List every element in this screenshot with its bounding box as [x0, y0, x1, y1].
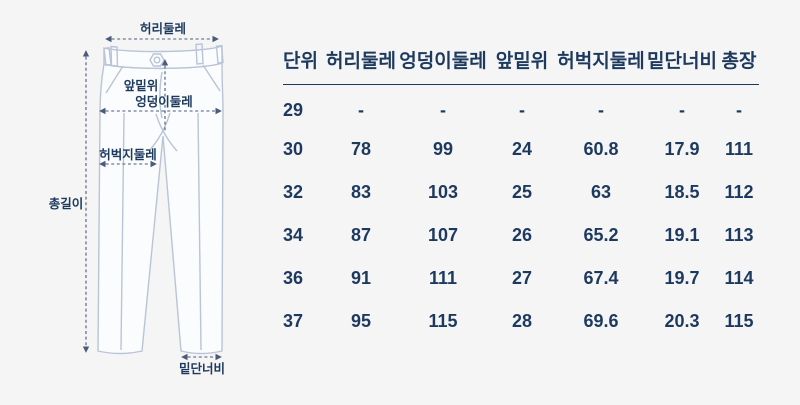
table-cell: 83 [350, 181, 372, 202]
table-cell: 24 [511, 138, 533, 159]
table-cell: 113 [724, 224, 754, 245]
size-table-header: 단위 허리둘레 엉덩이둘레 앞밑위 허벅지둘레 밑단너비 총장 [283, 50, 759, 85]
table-row: 30 78 99 24 60.8 17.9 111 [283, 128, 759, 171]
table-cell: 67.4 [583, 267, 619, 288]
belt-loop [215, 44, 224, 65]
table-cell: 69.6 [583, 310, 619, 331]
header-unit: 단위 [283, 50, 323, 85]
pants-measurement-diagram: 허리둘레 앞밑위 엉덩이둘레 허벅지둘레 총길이 밑단너비 [0, 0, 280, 400]
waist-label: 허리둘레 [140, 21, 186, 36]
pants-diagram-svg: 허리둘레 앞밑위 엉덩이둘레 허벅지둘레 총길이 밑단너비 [49, 21, 225, 376]
table-row: 34 87 107 26 65.2 19.1 113 [283, 214, 759, 257]
header-length: 총장 [719, 50, 759, 85]
table-row: 32 83 103 25 63 18.5 112 [283, 171, 759, 214]
header-hip: 엉덩이둘레 [399, 50, 487, 85]
table-row: 36 91 111 27 67.4 19.7 114 [283, 257, 759, 300]
belt-loop [110, 45, 119, 67]
table-cell: 36 [283, 267, 304, 288]
header-thigh: 허벅지둘레 [557, 50, 645, 85]
table-cell: 30 [283, 138, 304, 159]
table-cell: 107 [427, 224, 459, 245]
table-row: 29 - - - - - - [283, 85, 759, 128]
table-row: 37 95 115 28 69.6 20.3 115 [283, 300, 759, 343]
header-row: 단위 허리둘레 엉덩이둘레 앞밑위 허벅지둘레 밑단너비 총장 [283, 50, 759, 85]
table-cell: 26 [511, 224, 533, 245]
leg-crease-right [197, 112, 202, 351]
table-cell: - [736, 100, 742, 121]
thigh-label: 허벅지둘레 [99, 147, 157, 162]
table-cell: 103 [427, 181, 459, 202]
header-front-rise: 앞밑위 [487, 50, 557, 85]
table-cell: 99 [432, 138, 454, 159]
table-cell: 27 [511, 267, 533, 288]
table-cell: 115 [428, 310, 458, 331]
table-cell: 60.8 [583, 138, 619, 159]
table-cell: - [358, 100, 364, 121]
table-cell: 63 [590, 181, 612, 202]
table-cell: 111 [724, 138, 754, 159]
hem-label: 밑단너비 [179, 361, 225, 376]
table-cell: 91 [350, 267, 372, 288]
hip-label: 엉덩이둘레 [135, 94, 193, 109]
pocket-line-right [202, 64, 221, 92]
crotch-seam [155, 113, 178, 152]
front-rise-label: 앞밑위 [124, 78, 159, 93]
length-label: 총길이 [49, 196, 84, 211]
table-cell: 17.9 [664, 138, 700, 159]
table-cell: 115 [724, 310, 754, 331]
belt-loop [103, 46, 112, 67]
crotch-seam [148, 112, 171, 152]
leg-crease-left [120, 112, 125, 351]
table-cell: 34 [283, 224, 304, 245]
size-table-body: 29 - - - - - - 30 78 99 24 60.8 17.9 111… [283, 85, 759, 343]
fly-seam [159, 71, 163, 119]
table-cell: 87 [350, 224, 372, 245]
table-cell: - [679, 100, 685, 121]
table-cell: 32 [283, 181, 304, 202]
table-cell: 111 [428, 267, 458, 288]
table-cell: 19.1 [664, 224, 700, 245]
size-table-section: 단위 허리둘레 엉덩이둘레 앞밑위 허벅지둘레 밑단너비 총장 29 - - -… [283, 50, 759, 343]
table-cell: 37 [283, 310, 304, 331]
table-cell: 28 [511, 310, 533, 331]
table-cell: 18.5 [664, 181, 700, 202]
table-cell: 78 [350, 138, 372, 159]
waist-button-hole [153, 56, 161, 64]
belt-loop [195, 43, 204, 65]
table-cell: 29 [283, 100, 304, 121]
table-cell: 65.2 [583, 224, 619, 245]
header-waist: 허리둘레 [323, 50, 399, 85]
table-cell: 114 [724, 267, 754, 288]
header-hem: 밑단너비 [645, 50, 719, 85]
table-cell: - [519, 100, 525, 121]
pocket-line-left [105, 65, 124, 94]
table-cell: 95 [350, 310, 372, 331]
table-cell: - [598, 100, 604, 121]
table-cell: 25 [511, 181, 533, 202]
table-cell: 20.3 [664, 310, 700, 331]
table-cell: - [440, 100, 446, 121]
table-cell: 19.7 [664, 267, 700, 288]
table-cell: 112 [724, 181, 754, 202]
size-table: 단위 허리둘레 엉덩이둘레 앞밑위 허벅지둘레 밑단너비 총장 29 - - -… [283, 50, 759, 343]
